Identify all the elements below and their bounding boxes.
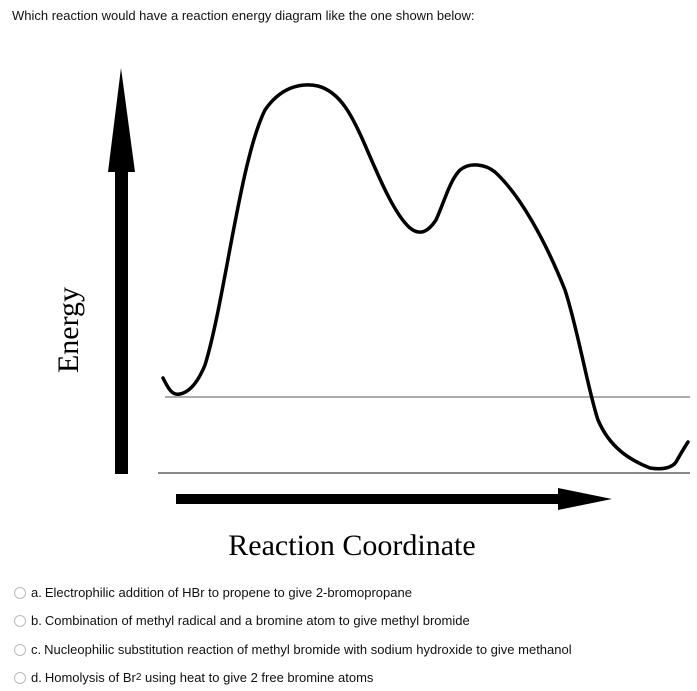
option[interactable]: a. Electrophilic addition of HBr to prope…: [14, 585, 412, 600]
radio[interactable]: [14, 671, 26, 684]
y-arrow-shaft: [115, 168, 128, 474]
option-text: Combination of methyl radical and a brom…: [44, 613, 470, 628]
question: Which reaction would have a reaction ene…: [12, 8, 475, 23]
option[interactable]: c. Nucleophilic substitution reaction of …: [14, 642, 572, 657]
option-letter: a.: [31, 585, 42, 600]
energy-diagram: Energy Reaction Coordinate: [52, 68, 690, 562]
x-axis-label: Reaction Coordinate: [228, 529, 475, 562]
x-arrow-shaft: [176, 494, 566, 504]
option-text: Homolysis of Br: [44, 670, 136, 685]
x-arrow-head: [558, 488, 612, 510]
option-text: Nucleophilic substitution reaction of me…: [44, 642, 572, 657]
option-letter: d.: [31, 670, 42, 685]
option-text: using heat to give 2 free bromine atoms: [141, 670, 374, 685]
radio[interactable]: [14, 643, 26, 656]
option[interactable]: d. Homolysis of Br 2 using heat to give 2 …: [14, 670, 373, 685]
y-arrow-head: [108, 68, 135, 172]
energy-curve: [161, 83, 690, 471]
option-letter: c.: [31, 642, 42, 657]
radio[interactable]: [14, 614, 26, 627]
option-letter: b.: [31, 613, 42, 628]
y-axis-label: Energy: [52, 287, 85, 373]
radio[interactable]: [14, 586, 26, 599]
option[interactable]: b. Combination of methyl radical and a br…: [14, 613, 470, 628]
option-text: Electrophilic addition of HBr to propene…: [44, 585, 412, 600]
subscript: 2: [135, 672, 142, 683]
